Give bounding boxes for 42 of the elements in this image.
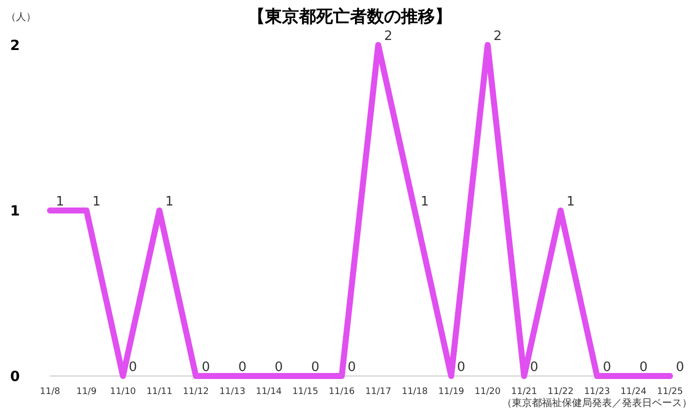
x-tick-label: 11/24 (620, 387, 647, 397)
x-tick-label: 11/11 (146, 387, 172, 397)
data-label: 0 (238, 360, 246, 375)
data-label: 0 (128, 360, 138, 375)
x-tick-label: 11/9 (76, 387, 97, 397)
data-label: 2 (384, 29, 392, 44)
y-tick-label: 1 (10, 204, 20, 220)
data-label: 1 (566, 194, 575, 210)
data-label: 0 (274, 360, 283, 375)
data-label: 0 (348, 360, 356, 375)
x-tick-label: 11/15 (292, 387, 318, 397)
text: （東京都福祉保健局発表／発表日ベース） (502, 397, 692, 409)
x-tick-label: 11/19 (438, 387, 464, 397)
data-label: 0 (676, 360, 684, 375)
x-tick-label: 11/10 (110, 387, 136, 397)
data-label: 0 (530, 360, 538, 375)
data-label: 1 (165, 194, 174, 210)
data-label: 1 (56, 194, 64, 210)
x-tick-label: 11/18 (402, 387, 428, 397)
x-tick-label: 11/13 (219, 387, 246, 397)
data-label: 0 (202, 360, 210, 375)
x-tick-label: 11/17 (365, 387, 392, 397)
data-label: 0 (457, 360, 466, 375)
x-tick-label: 11/22 (548, 387, 574, 397)
data-label: 1 (92, 194, 101, 210)
chart-title: 【東京都死亡者数の推移】 (248, 7, 452, 27)
data-label: 1 (420, 194, 429, 210)
x-tick-label: 11/12 (182, 387, 209, 397)
y-axis-title: （人） (6, 12, 36, 23)
x-tick-label: 11/8 (40, 387, 60, 397)
x-tick-label: 11/20 (474, 387, 501, 397)
y-tick-label: 0 (10, 369, 20, 385)
y-tick-label: 2 (10, 38, 20, 54)
data-label: 0 (639, 360, 648, 375)
data-label: 0 (602, 360, 612, 375)
x-tick-label: 11/16 (328, 387, 356, 397)
x-tick-label: 11/21 (511, 387, 538, 397)
data-label: 2 (494, 29, 502, 44)
x-tick-label: 11/23 (584, 387, 610, 397)
data-label: 0 (311, 360, 320, 375)
x-tick-label: 11/14 (256, 387, 282, 397)
x-tick-label: 11/25 (657, 387, 683, 397)
